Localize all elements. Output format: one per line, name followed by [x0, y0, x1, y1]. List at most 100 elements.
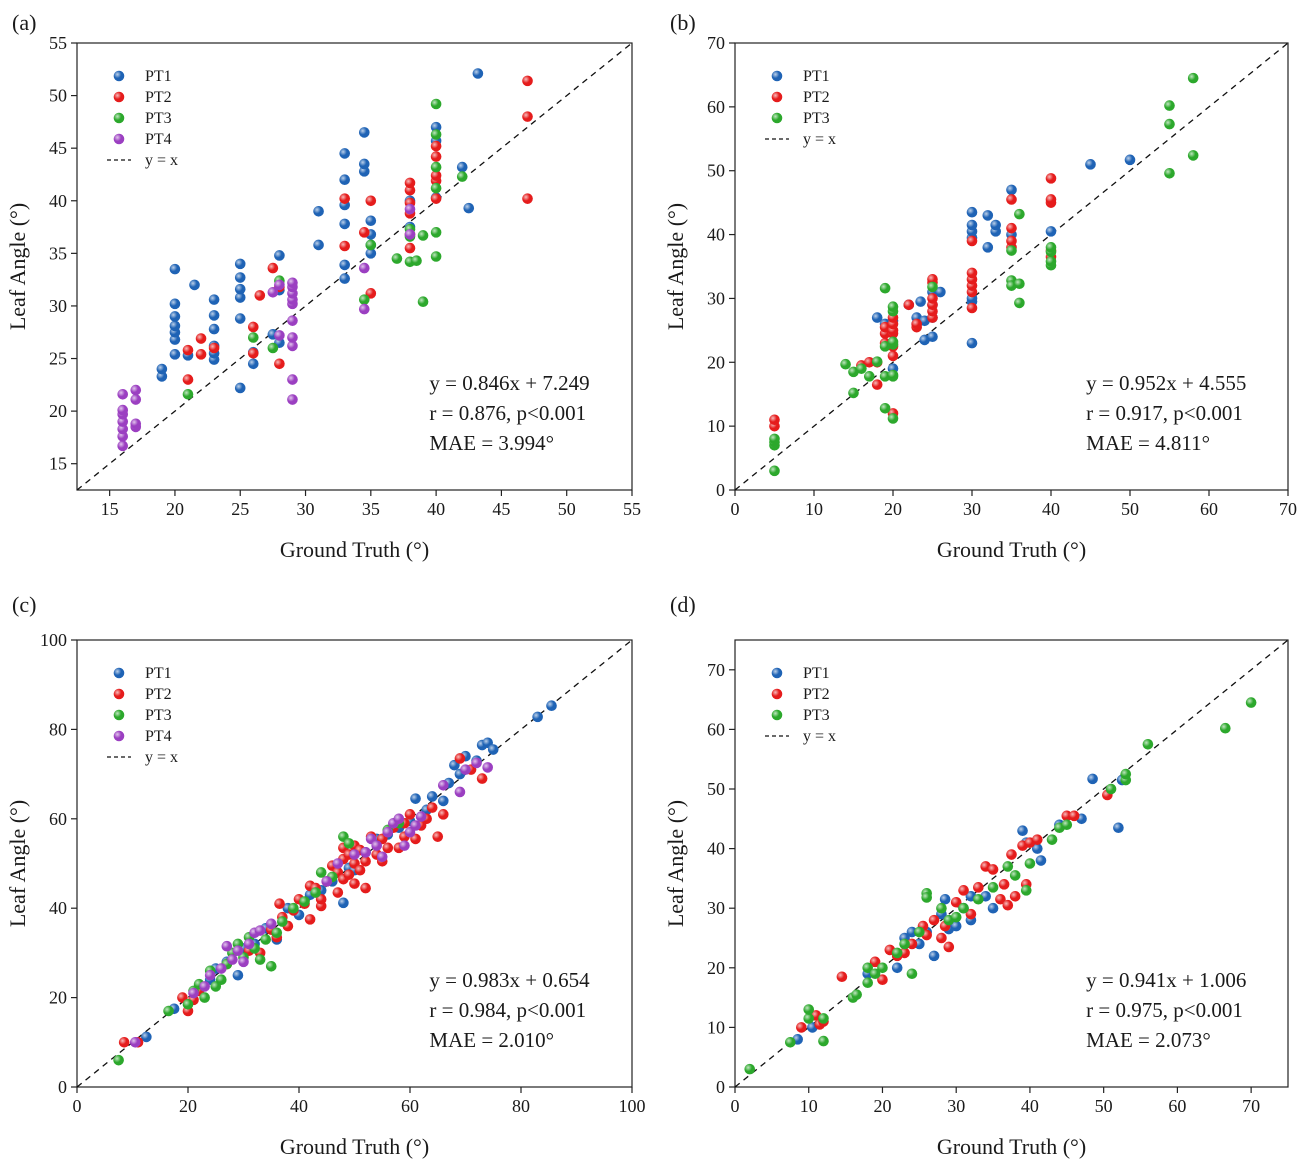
legend-marker-pt2 — [771, 688, 783, 700]
point-pt3 — [430, 182, 442, 194]
point-pt1 — [546, 700, 557, 712]
point-pt1 — [438, 795, 449, 807]
point-pt2 — [404, 809, 416, 820]
point-pt3 — [358, 294, 370, 305]
x-tick-label: 60 — [1200, 499, 1218, 519]
point-pt2 — [911, 318, 922, 330]
y-tick-label: 100 — [40, 630, 67, 650]
annotation-line: r = 0.876, p<0.001 — [429, 401, 586, 425]
point-pt3 — [1164, 167, 1175, 179]
x-tick-label: 50 — [1095, 1096, 1113, 1116]
point-pt2 — [438, 809, 449, 820]
point-pt1 — [915, 296, 926, 307]
point-pt4 — [227, 954, 238, 965]
point-pt1 — [358, 166, 370, 177]
point-pt3 — [803, 1004, 815, 1015]
data-points — [113, 700, 557, 1066]
point-pt3 — [1245, 697, 1257, 708]
panel-d: (d) 0 10 20 30 40 50 60 70 0 10 20 30 40 50 60 70 Ground… — [663, 592, 1289, 1159]
legend-label-pt3: PT3 — [145, 707, 172, 724]
point-pt4 — [274, 330, 285, 341]
annotation-line: r = 0.917, p<0.001 — [1086, 401, 1243, 425]
point-pt3 — [1164, 118, 1175, 130]
point-pt2 — [995, 893, 1006, 905]
panel-c-label: (c) — [12, 592, 36, 617]
point-pt3 — [879, 282, 891, 294]
point-pt3 — [1006, 245, 1017, 256]
y-tick-label: 60 — [707, 97, 725, 117]
point-pt3 — [430, 251, 442, 262]
point-pt3 — [411, 255, 422, 267]
point-pt1 — [982, 242, 994, 253]
y-axis-title: Leaf Angle (°) — [663, 800, 688, 927]
point-pt4 — [117, 431, 129, 442]
point-pt4 — [129, 1037, 141, 1048]
point-pt2 — [247, 321, 259, 333]
point-pt1 — [358, 158, 370, 170]
point-pt3 — [113, 1054, 124, 1066]
point-pt2 — [182, 374, 194, 385]
point-pt3 — [1220, 722, 1231, 734]
point-pt1 — [426, 791, 438, 802]
point-pt2 — [182, 344, 194, 356]
point-pt3 — [1024, 858, 1036, 869]
point-pt4 — [267, 286, 279, 298]
point-pt2 — [943, 941, 955, 953]
x-tick-label: 15 — [101, 499, 119, 519]
point-pt3 — [785, 1037, 796, 1048]
point-pt3 — [921, 892, 933, 903]
point-pt2 — [430, 170, 442, 181]
point-pt1 — [463, 202, 475, 214]
point-pt2 — [1006, 235, 1017, 247]
point-pt3 — [887, 369, 899, 381]
point-pt4 — [287, 394, 298, 405]
point-pt1 — [982, 210, 994, 221]
point-pt1 — [906, 926, 918, 938]
point-pt4 — [287, 374, 298, 385]
point-pt2 — [426, 802, 438, 813]
point-pt2 — [430, 193, 442, 204]
y-tick-label: 20 — [49, 401, 67, 421]
point-pt2 — [339, 193, 351, 204]
point-pt3 — [365, 239, 377, 251]
point-pt2 — [274, 358, 285, 370]
x-tick-label: 10 — [805, 499, 823, 519]
y-tick-label: 20 — [49, 988, 67, 1008]
y-axis-title: Leaf Angle (°) — [5, 800, 30, 927]
point-pt2 — [195, 349, 207, 360]
legend-marker-pt3 — [771, 112, 783, 124]
point-pt3 — [430, 129, 442, 140]
point-pt1 — [232, 969, 244, 981]
y-tick-label: 30 — [707, 898, 725, 918]
point-pt4 — [287, 340, 298, 352]
point-pt3 — [265, 961, 277, 972]
point-pt1 — [966, 206, 978, 218]
y-tick-label: 55 — [49, 33, 67, 53]
point-pt2 — [118, 1037, 130, 1048]
point-pt2 — [1032, 834, 1043, 845]
point-pt2 — [365, 195, 377, 207]
point-pt3 — [1187, 72, 1199, 84]
point-pt3 — [987, 882, 999, 893]
point-pt1 — [1045, 226, 1057, 237]
point-pt1 — [871, 312, 883, 323]
point-pt3 — [310, 887, 321, 898]
point-pt2 — [195, 333, 207, 344]
point-pt4 — [238, 956, 249, 968]
x-axis-title: Ground Truth (°) — [280, 537, 429, 562]
point-pt3 — [879, 341, 891, 352]
legend-marker-pt1 — [113, 70, 125, 82]
point-pt2 — [432, 831, 444, 842]
x-tick-label: 0 — [731, 499, 740, 519]
series-pt3 — [744, 697, 1257, 1075]
legend-marker-pt4 — [113, 133, 125, 145]
series-pt3 — [182, 98, 468, 400]
data-points — [769, 72, 1199, 477]
data-points — [744, 697, 1257, 1075]
point-pt1 — [532, 711, 543, 723]
point-pt3 — [1142, 739, 1154, 750]
point-pt4 — [232, 945, 244, 956]
point-pt2 — [836, 971, 848, 983]
y-tick-label: 50 — [707, 779, 725, 799]
point-pt4 — [460, 764, 471, 775]
